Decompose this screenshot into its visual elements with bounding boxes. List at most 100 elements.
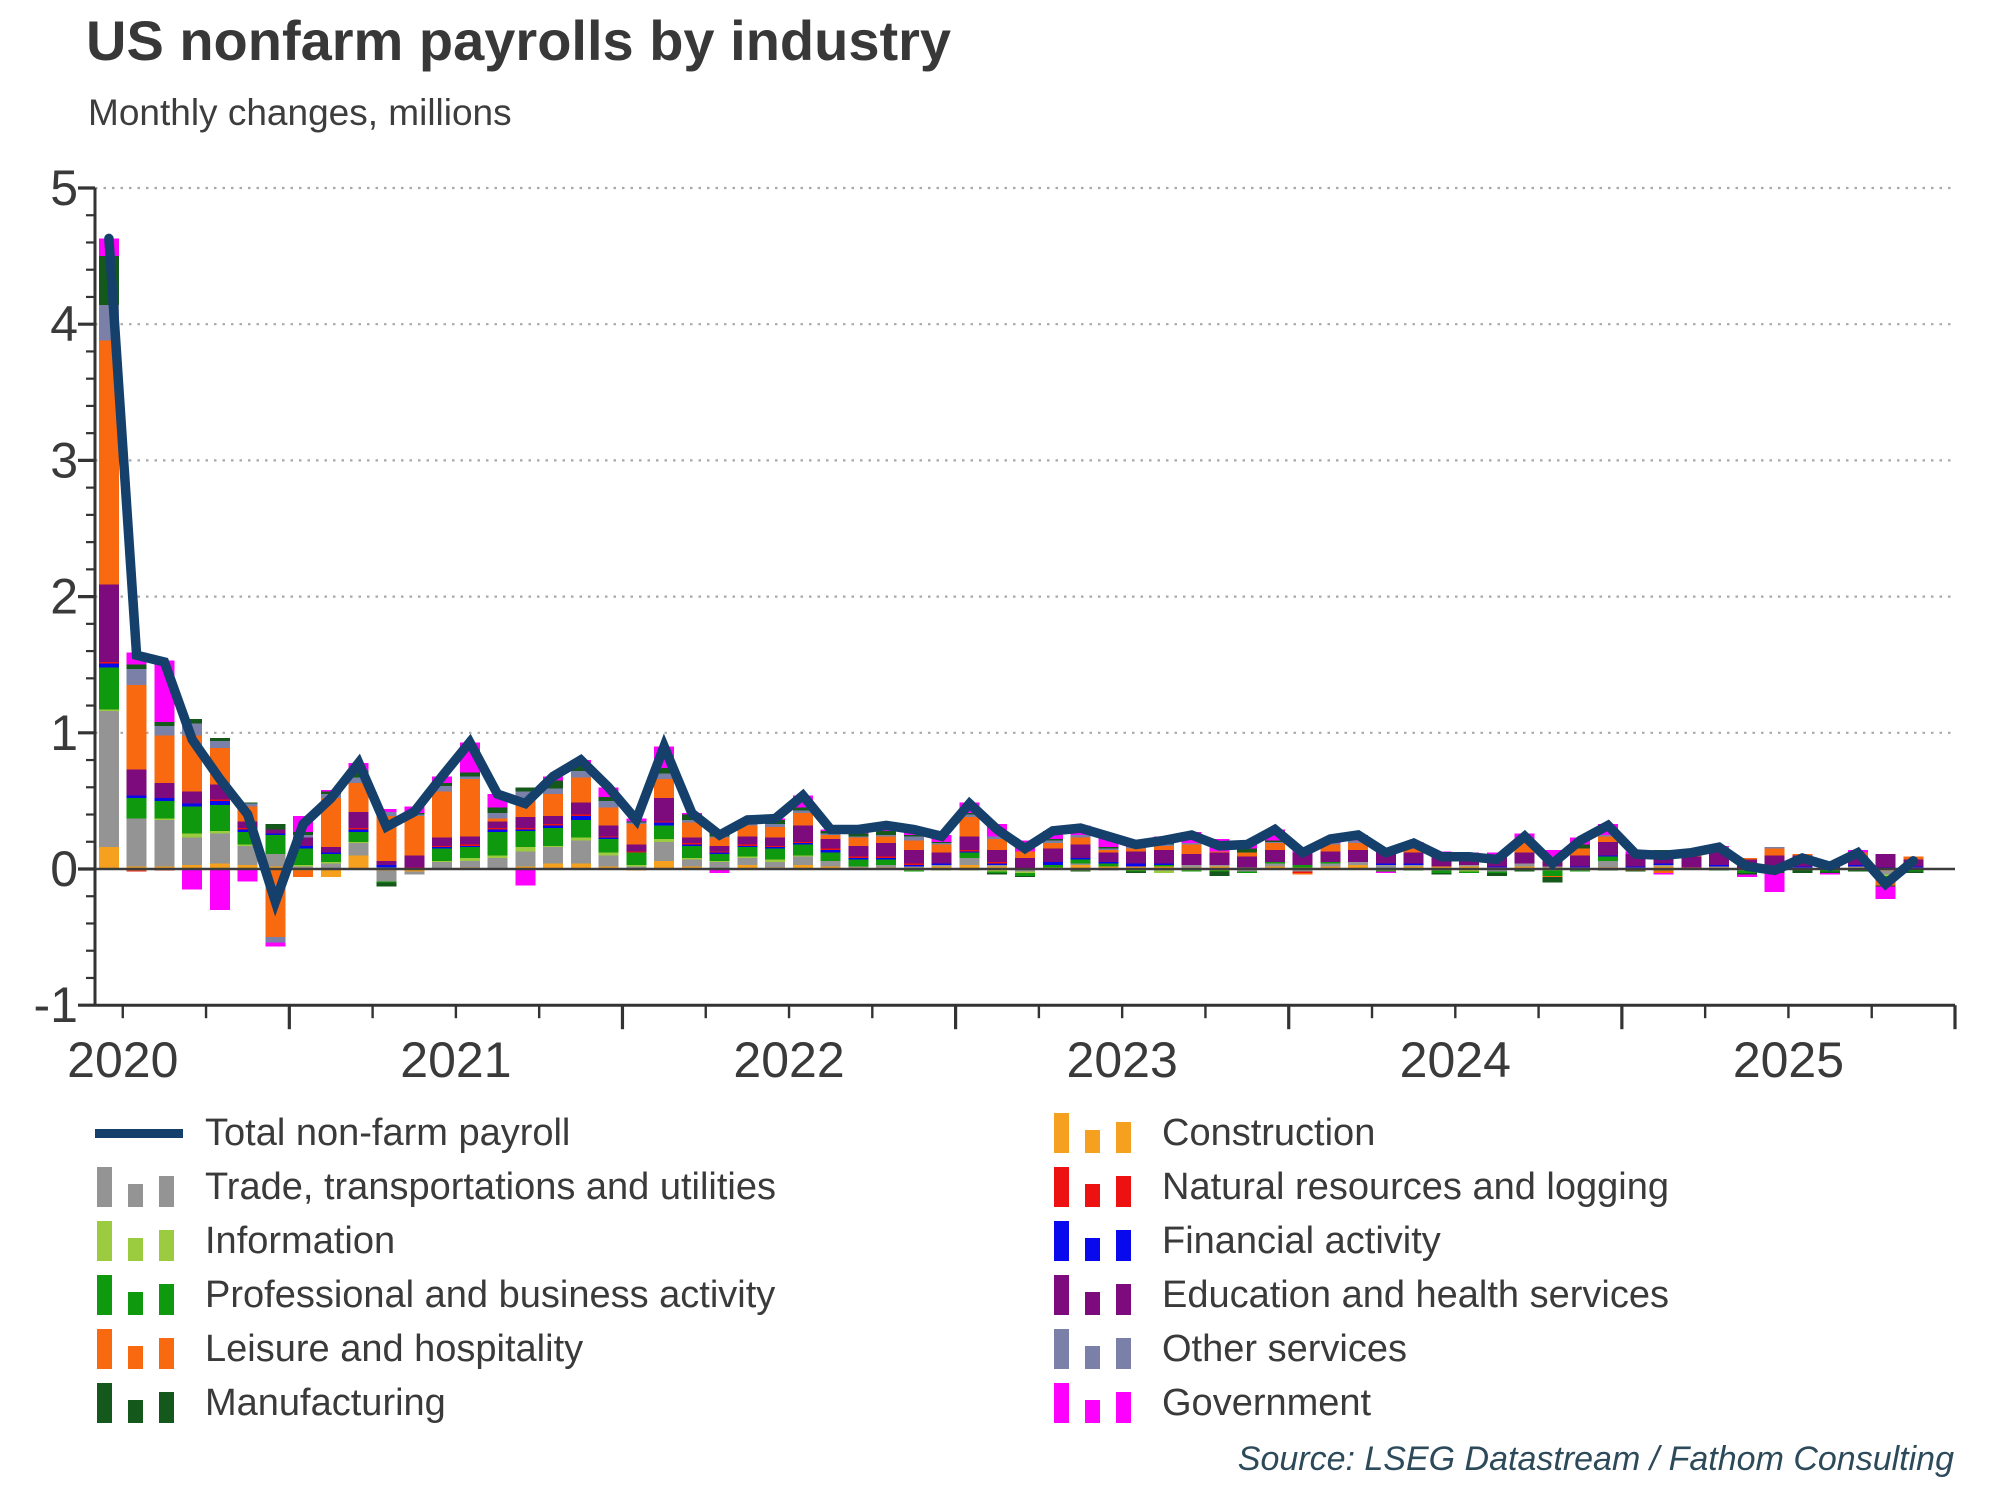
legend-label: Other services [1162, 1327, 1407, 1370]
bar-segment-natural_resources [903, 863, 924, 865]
bar-segment-education [432, 837, 453, 846]
bar-segment-education [959, 836, 980, 850]
bar-segment-leisure [709, 837, 730, 846]
bar-segment-trade [293, 866, 314, 869]
bar-segment-other_services [1597, 834, 1618, 837]
bar-segment-education [126, 769, 147, 796]
bar-segment-information [737, 856, 758, 859]
bar-segment-professional [98, 667, 119, 710]
bar-segment-information [209, 830, 230, 834]
bar-segment-other_services [209, 740, 230, 748]
y-tick-label: 5 [50, 160, 78, 216]
bar-segment-natural_resources [543, 824, 564, 826]
bar-segment-professional [598, 839, 619, 853]
bar-segment-manufacturing [1820, 871, 1841, 874]
bar-segment-construction [209, 863, 230, 869]
bar-segment-leisure [570, 777, 591, 803]
bar-segment-financial [98, 663, 119, 668]
bar-segment-government [376, 809, 397, 812]
bar-segment-construction [1431, 866, 1452, 869]
bar-segment-leisure [1764, 848, 1785, 856]
y-ticks [78, 186, 95, 1007]
bar-segment-manufacturing [209, 738, 230, 741]
bar-segment-professional [876, 859, 897, 865]
bar-segment-financial [1597, 855, 1618, 857]
bar-segment-professional [1486, 871, 1507, 874]
bar-segment-trade [1709, 866, 1730, 868]
bar-segment-trade [1264, 863, 1285, 867]
bar-segment-other_services [348, 777, 369, 784]
y-tick-labels: -1 0 1 2 3 4 5 [34, 160, 78, 1033]
bar-segment-construction [265, 866, 286, 869]
bar-segment-manufacturing [931, 841, 952, 844]
bar-segment-financial [348, 829, 369, 833]
bar-segment-education [820, 839, 841, 849]
bar-segment-leisure [654, 779, 675, 799]
x-ticks [121, 1005, 1957, 1030]
bar-segment-financial [737, 845, 758, 848]
bar-segment-other_services [1098, 848, 1119, 850]
bar-segment-education [404, 855, 425, 868]
bar-segment-education [1237, 856, 1258, 868]
bar-segment-education [376, 860, 397, 865]
bar-segment-financial [1709, 864, 1730, 867]
legend-label: Financial activity [1162, 1219, 1441, 1262]
bar-segment-trade [1348, 862, 1369, 865]
bar-segment-construction [1653, 866, 1674, 869]
bar-segment-leisure [1264, 843, 1285, 850]
bar-segment-education [626, 844, 647, 852]
bar-segment-financial [903, 864, 924, 867]
bar-segment-education [598, 825, 619, 837]
bar-segment-other_services [459, 776, 480, 780]
bar-segment-education [931, 852, 952, 864]
bar-segment-financial [209, 800, 230, 805]
bar-segment-education [1403, 852, 1424, 864]
legend-item-information: Information [95, 1214, 975, 1268]
bar-segment-financial [820, 849, 841, 853]
y-tick-label: 0 [50, 841, 78, 897]
bar-segment-government [1764, 873, 1785, 893]
bar-segment-leisure [1126, 848, 1147, 852]
bar-segment-trade [1459, 864, 1480, 867]
x-year-label: 2020 [67, 1032, 178, 1088]
bar-segment-financial [1126, 863, 1147, 867]
bar-segment-government [265, 942, 286, 947]
bar-segment-construction [1153, 866, 1174, 869]
bar-segment-education [1264, 849, 1285, 863]
bars-swatch-icon [1052, 1110, 1140, 1156]
bar-segment-information [1153, 870, 1174, 874]
bar-segment-manufacturing [265, 824, 286, 830]
legend-item-leisure: Leisure and hospitality [95, 1322, 975, 1376]
bar-segment-professional [1153, 864, 1174, 867]
bar-segment-professional [1431, 870, 1452, 874]
bar-segment-financial [1375, 863, 1396, 865]
bar-segment-natural_resources [959, 849, 980, 852]
bar-segment-financial [987, 863, 1008, 865]
bar-segment-natural_resources [737, 844, 758, 846]
bar-segment-education [1015, 858, 1035, 869]
bar-segment-professional [681, 845, 702, 859]
bars-swatch-icon [1052, 1218, 1140, 1264]
bar-segment-trade [681, 859, 702, 867]
bar-segment-leisure [792, 813, 813, 826]
bar-segment-professional [1015, 873, 1035, 876]
bar-segment-manufacturing [1542, 877, 1563, 883]
bar-segment-education [1320, 851, 1341, 863]
bar-segment-professional [515, 830, 536, 848]
bar-segment-trade [737, 858, 758, 865]
bar-segment-financial [154, 798, 175, 801]
bar-segment-leisure [459, 779, 480, 837]
bar-2021-06 [432, 776, 453, 869]
bar-segment-information [182, 833, 203, 838]
bar-segment-professional [848, 859, 869, 867]
bar-segment-education [1209, 852, 1230, 865]
bar-segment-professional [903, 870, 924, 872]
bar-segment-natural_resources [792, 841, 813, 844]
bar-segment-trade [654, 841, 675, 861]
x-year-label: 2023 [1067, 1032, 1178, 1088]
bar-segment-manufacturing [903, 834, 924, 837]
bar-segment-trade [376, 870, 397, 882]
bar-segment-professional [765, 848, 786, 860]
bar-segment-other_services [848, 836, 869, 838]
